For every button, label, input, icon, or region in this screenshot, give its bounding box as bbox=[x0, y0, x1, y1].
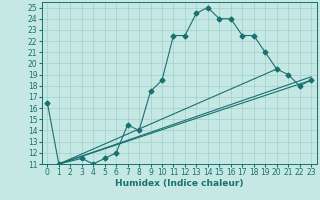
X-axis label: Humidex (Indice chaleur): Humidex (Indice chaleur) bbox=[115, 179, 244, 188]
